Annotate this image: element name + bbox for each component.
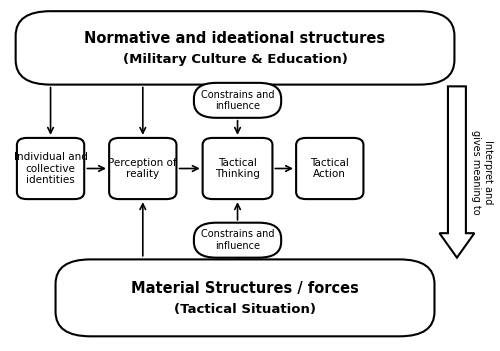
Text: Constrains and
influence: Constrains and influence	[201, 90, 274, 111]
Text: Material Structures / forces: Material Structures / forces	[131, 280, 359, 296]
Text: Tactical
Action: Tactical Action	[310, 158, 349, 179]
FancyBboxPatch shape	[17, 138, 84, 199]
FancyBboxPatch shape	[109, 138, 176, 199]
Polygon shape	[440, 86, 474, 258]
FancyBboxPatch shape	[202, 138, 272, 199]
Text: Interpret and
gives meaning to: Interpret and gives meaning to	[471, 130, 492, 214]
Text: Normative and ideational structures: Normative and ideational structures	[84, 31, 386, 46]
FancyBboxPatch shape	[16, 11, 454, 85]
Text: Perception of
reality: Perception of reality	[108, 158, 177, 179]
Text: Individual and
collective
identities: Individual and collective identities	[14, 152, 88, 185]
Text: Tactical
Thinking: Tactical Thinking	[215, 158, 260, 179]
FancyBboxPatch shape	[56, 259, 434, 336]
FancyBboxPatch shape	[194, 223, 281, 258]
Text: (Tactical Situation): (Tactical Situation)	[174, 303, 316, 316]
FancyBboxPatch shape	[194, 83, 281, 118]
Text: (Military Culture & Education): (Military Culture & Education)	[122, 53, 348, 66]
Text: Constrains and
influence: Constrains and influence	[201, 229, 274, 251]
FancyBboxPatch shape	[296, 138, 364, 199]
